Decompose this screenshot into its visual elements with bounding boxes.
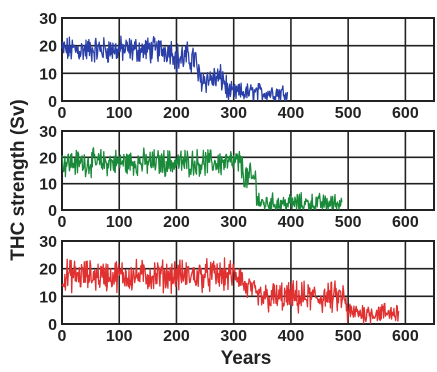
panel-3: 0 100 200 300 400 500 600 0 10 20 30 <box>39 234 435 345</box>
x-tick-label: 0 <box>58 105 67 122</box>
y-tick-label: 20 <box>39 150 57 167</box>
panel-frame <box>61 17 435 102</box>
y-tick-label: 20 <box>39 39 57 56</box>
panel-2: 0 100 200 300 400 500 600 0 10 20 30 <box>39 124 435 231</box>
x-tick-label: 600 <box>392 105 419 122</box>
x-tick-label: 200 <box>163 328 190 345</box>
x-tick-label: 300 <box>220 105 247 122</box>
y-tick-label: 10 <box>39 177 57 194</box>
panel-frame <box>61 240 435 325</box>
y-tick-label: 0 <box>48 94 57 111</box>
y-tick-label: 0 <box>48 203 57 220</box>
series-line <box>61 147 343 210</box>
x-tick-label: 400 <box>278 105 305 122</box>
y-tick-label: 20 <box>39 262 57 279</box>
x-tick-label: 200 <box>163 105 190 122</box>
x-tick-label: 100 <box>106 328 133 345</box>
x-tick-label: 100 <box>106 105 133 122</box>
x-tick-label: 0 <box>58 328 67 345</box>
x-tick-label: 400 <box>278 214 305 231</box>
x-tick-label: 300 <box>220 214 247 231</box>
x-tick-label: 500 <box>335 214 362 231</box>
y-tick-label: 10 <box>39 289 57 306</box>
x-tick-label: 0 <box>58 214 67 231</box>
x-tick-label: 500 <box>335 105 362 122</box>
panel-1: 0 100 200 300 400 500 600 0 10 20 30 <box>39 11 435 122</box>
x-tick-label: 600 <box>392 214 419 231</box>
x-axis-label: Years <box>221 348 272 369</box>
x-tick-label: 300 <box>220 328 247 345</box>
x-tick-label: 200 <box>163 214 190 231</box>
x-tick-label: 100 <box>106 214 133 231</box>
y-tick-label: 0 <box>48 317 57 334</box>
y-axis-label: THC strength (Sv) <box>8 99 29 261</box>
x-tick-label: 400 <box>278 328 305 345</box>
y-tick-label: 30 <box>39 11 57 28</box>
y-tick-label: 30 <box>39 234 57 251</box>
series-line <box>61 257 400 324</box>
y-tick-label: 30 <box>39 124 57 141</box>
series-line <box>61 35 289 101</box>
x-tick-label: 500 <box>335 328 362 345</box>
x-tick-label: 600 <box>392 328 419 345</box>
panel-frame <box>61 130 435 211</box>
y-tick-label: 10 <box>39 66 57 83</box>
